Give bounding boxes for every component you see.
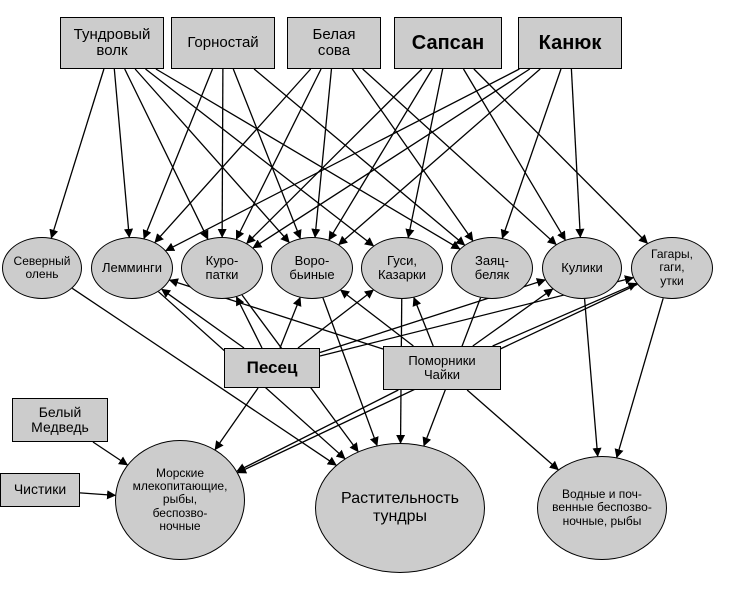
edge-owl-vorob: [315, 69, 331, 237]
edge-sapsan-kuliki: [463, 69, 565, 240]
edge-gornostay-zayac: [254, 69, 464, 245]
node-gagary: Гагары,гаги,утки: [631, 237, 713, 299]
node-label: ПоморникиЧайки: [408, 354, 475, 383]
node-label: Заяц-беляк: [475, 254, 509, 283]
edge-sapsan-gusi: [408, 69, 442, 237]
node-pomor: ПоморникиЧайки: [383, 346, 501, 390]
node-bear: БелыйМедведь: [12, 398, 108, 442]
edge-kanyuk-kuropat: [253, 69, 530, 248]
node-label: Лемминги: [102, 261, 162, 275]
edge-pomor-aquatic: [467, 390, 558, 470]
node-label: Северныйолень: [14, 255, 71, 281]
edge-bear-marine: [93, 442, 127, 465]
node-label: Тундровыйволк: [74, 27, 151, 60]
node-wolf: Тундровыйволк: [60, 17, 164, 69]
node-label: Сапсан: [412, 32, 484, 54]
node-reindeer: Северныйолень: [2, 237, 82, 299]
edge-kuliki-aquatic: [585, 299, 598, 456]
edge-owl-kuliki: [363, 69, 556, 244]
node-label: Гагары,гаги,утки: [651, 248, 693, 288]
edge-wolf-reindeer: [51, 69, 104, 238]
node-gusi: Гуси,Казарки: [361, 237, 443, 299]
node-kuropat: Куро-патки: [181, 237, 263, 299]
edge-kanyuk-vorob: [339, 69, 540, 245]
node-label: Канюк: [539, 32, 602, 54]
node-vorob: Воро-бьиные: [271, 237, 353, 299]
node-owl: Белаясова: [287, 17, 381, 69]
edge-kanyuk-kuliki: [571, 69, 580, 237]
node-kanyuk: Канюк: [518, 17, 622, 69]
node-chistiki: Чистики: [0, 473, 80, 507]
edge-gornostay-kuropat: [222, 69, 223, 237]
edge-chistiki-marine: [80, 493, 115, 496]
node-label: Песец: [247, 359, 298, 378]
node-label: Воро-бьиные: [289, 254, 334, 283]
node-label: Горностай: [187, 35, 258, 52]
edge-sapsan-vorob: [329, 69, 432, 240]
node-label: Белаясова: [313, 27, 356, 60]
edge-owl-zayac: [352, 69, 473, 241]
node-marine: Морскиемлекопитающие,рыбы,беспозво-ночны…: [115, 440, 245, 560]
edge-wolf-gusi: [146, 69, 374, 246]
node-pesec: Песец: [224, 348, 320, 388]
edge-vorob-plants: [323, 298, 377, 446]
edge-sapsan-kuropat: [247, 69, 422, 243]
food-web-diagram: Тундровыйволк Горностай Белаясова Сапсан Кан…: [0, 0, 745, 600]
node-label: Чистики: [14, 482, 66, 497]
node-label: Куро-патки: [206, 254, 239, 283]
node-kuliki: Кулики: [542, 237, 622, 299]
edge-pesec-marine: [215, 388, 258, 450]
edge-wolf-vorob: [135, 69, 289, 242]
node-lemming: Лемминги: [91, 237, 173, 299]
edge-pesec-vorob: [280, 298, 300, 348]
node-plants: Растительностьтундры: [315, 443, 485, 573]
edge-pesec-kuropat: [236, 297, 262, 348]
edge-sapsan-gagary: [474, 69, 647, 243]
node-label: Водные и поч-венные беспозво-ночные, рыб…: [552, 488, 652, 528]
node-label: Морскиемлекопитающие,рыбы,беспозво-ночны…: [133, 467, 228, 533]
edge-wolf-zayac: [156, 69, 460, 249]
edge-wolf-kuropat: [125, 69, 208, 239]
node-aquatic: Водные и поч-венные беспозво-ночные, рыб…: [537, 456, 667, 560]
edge-owl-kuropat: [236, 69, 321, 239]
node-label: Кулики: [561, 261, 603, 275]
node-label: БелыйМедведь: [31, 405, 89, 436]
edge-kanyuk-lemming: [166, 69, 519, 251]
edge-gornostay-vorob: [233, 69, 300, 238]
node-zayac: Заяц-беляк: [451, 237, 533, 299]
edge-gornostay-lemming: [144, 69, 212, 238]
edge-gagary-aquatic: [617, 298, 663, 457]
edge-pomor-gusi: [414, 298, 433, 346]
edge-kanyuk-zayac: [502, 69, 561, 238]
node-gornostay: Горностай: [171, 17, 275, 69]
edge-wolf-lemming: [114, 69, 129, 237]
node-sapsan: Сапсан: [394, 17, 502, 69]
node-label: Гуси,Казарки: [378, 254, 426, 283]
node-label: Растительностьтундры: [341, 490, 459, 525]
edge-owl-lemming: [155, 69, 311, 242]
